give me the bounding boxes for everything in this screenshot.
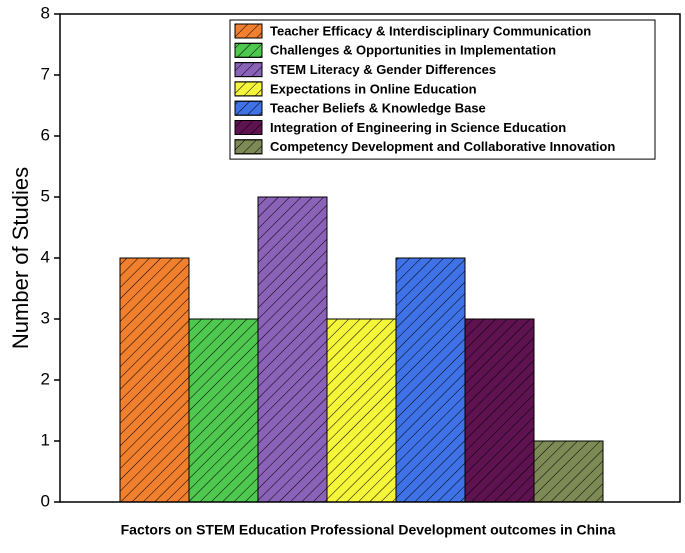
y-tick-label: 0	[41, 491, 50, 510]
legend-label: Expectations in Online Education	[270, 81, 477, 96]
bar-hatch	[464, 318, 535, 503]
legend-label: Challenges & Opportunities in Implementa…	[270, 43, 556, 58]
legend-label: STEM Literacy & Gender Differences	[270, 62, 496, 77]
x-axis-label: Factors on STEM Education Professional D…	[121, 522, 616, 538]
y-axis-label: Number of Studies	[8, 167, 33, 349]
y-tick-label: 2	[41, 369, 50, 388]
y-tick-label: 5	[41, 186, 50, 205]
bar-hatch	[257, 196, 328, 503]
axes-frame	[59, 13, 681, 503]
legend-swatch-hatch	[234, 139, 263, 155]
legend-swatch-hatch	[234, 120, 263, 135]
legend-label: Teacher Beliefs & Knowledge Base	[270, 101, 486, 116]
y-tick-label: 8	[41, 3, 50, 22]
y-tick-label: 4	[41, 247, 50, 266]
legend-label: Competency Development and Collaborative…	[270, 139, 615, 154]
legend-label: Integration of Engineering in Science Ed…	[270, 120, 566, 135]
legend-box	[229, 19, 656, 160]
y-tick-label: 3	[41, 308, 50, 327]
legend-swatch-hatch	[234, 100, 263, 116]
legend-swatch-hatch	[234, 23, 263, 39]
bar-hatch	[395, 257, 466, 503]
bar-hatch	[533, 440, 604, 503]
bar-hatch	[119, 257, 190, 503]
y-tick-label: 7	[41, 64, 50, 83]
legend-swatch-hatch	[234, 62, 263, 78]
y-tick-label: 1	[41, 430, 50, 449]
legend-label: Teacher Efficacy & Interdisciplinary Com…	[270, 23, 591, 38]
legend-swatch-hatch	[234, 42, 263, 58]
bar-hatch	[326, 318, 397, 503]
legend-swatch-hatch	[234, 81, 263, 97]
y-tick-label: 6	[41, 125, 50, 144]
bar-hatch	[188, 318, 259, 503]
